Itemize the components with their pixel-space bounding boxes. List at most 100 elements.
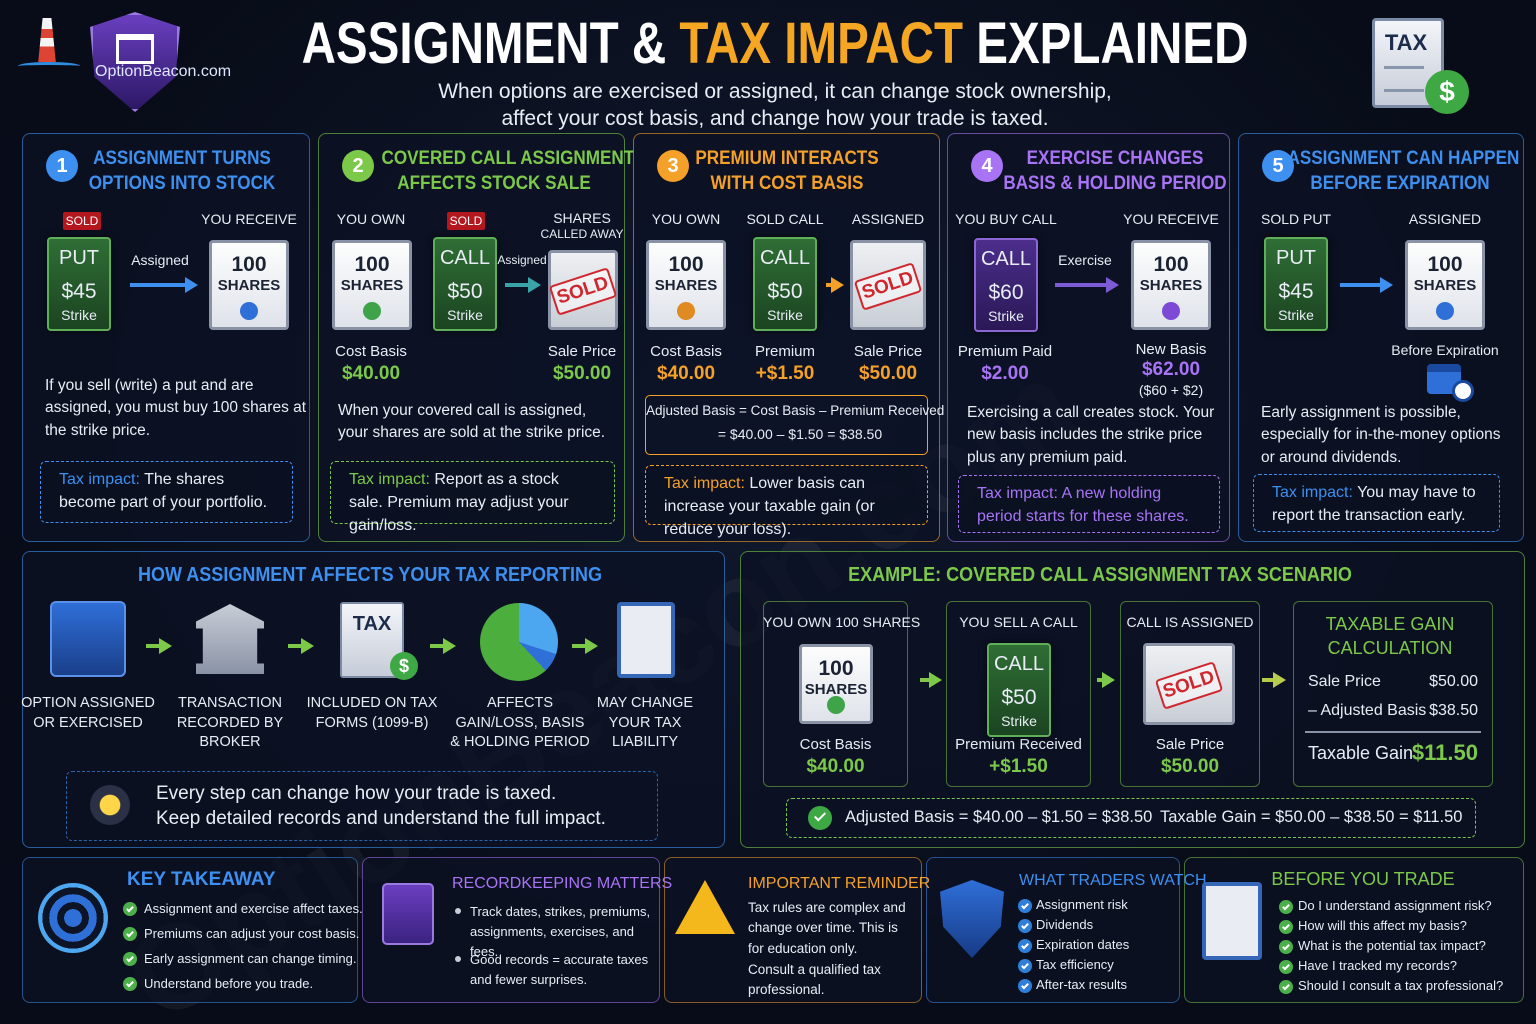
check-icon [1279, 920, 1293, 934]
footer-item: Track dates, strikes, premiums, assignme… [470, 904, 651, 960]
column-label: YOU OWN [651, 211, 721, 227]
tax-impact-label: Tax impact: [59, 471, 140, 488]
arrow-shaft [288, 644, 302, 648]
arrow-head [1380, 277, 1393, 293]
calc-title: TAXABLE GAIN [1325, 614, 1455, 634]
arrow-shaft [1097, 678, 1103, 682]
footer-item: Early assignment can change timing. [144, 951, 357, 966]
value: $50.00 [552, 363, 612, 384]
tax-impact-box: Tax impact: Lower basis can increase you… [645, 465, 928, 538]
card-title: ASSIGNMENT TURNS [93, 148, 271, 169]
arrow-shaft [572, 644, 586, 648]
clock-icon [1452, 380, 1474, 402]
flow-step-label: TRANSACTION RECORDED BY BROKER [176, 695, 284, 751]
arrow-shaft [826, 283, 832, 287]
value: $40.00 [656, 363, 716, 384]
option-label: Strike [61, 307, 97, 323]
footer-item: Good records = accurate taxes and fewer … [470, 952, 649, 988]
option-label: Strike [1278, 307, 1314, 323]
card-title: PREMIUM INTERACTS [695, 148, 879, 169]
calc-total-value: $11.50 [1411, 740, 1478, 765]
formula: = $40.00 – $1.50 = $38.50 [717, 426, 883, 442]
summary-box [786, 798, 1476, 838]
value-caption: Sale Price [547, 343, 617, 360]
tax-impact-label: Tax impact: [349, 471, 430, 488]
logo-bank [116, 34, 154, 64]
tax-impact-box: Tax impact: A new holding period starts … [958, 475, 1220, 533]
footer-item: Premiums can adjust your cost basis. [144, 926, 360, 941]
calc-row-label: Sale Price [1308, 673, 1381, 690]
footer-item: Expiration dates [1036, 937, 1130, 952]
step-icon-broker [196, 604, 264, 674]
title-part: ASSIGNMENT & [301, 11, 667, 76]
footer-title: IMPORTANT REMINDER [748, 875, 931, 892]
card-title: BEFORE EXPIRATION [1310, 173, 1490, 194]
check-icon [1279, 940, 1293, 954]
arrow-head [831, 277, 844, 293]
check-icon [1018, 979, 1032, 993]
card-number: 2 [342, 150, 374, 182]
flow-step-label: MAY CHANGE YOUR TAX LIABILITY [596, 695, 694, 751]
check-icon [123, 927, 137, 941]
option-card [433, 237, 497, 331]
arrow-shaft [505, 283, 529, 287]
card-title: ASSIGNMENT CAN HAPPEN [1287, 148, 1520, 169]
shares-count: 100 [354, 253, 390, 276]
arrow-head [159, 638, 172, 654]
formula-box [645, 395, 928, 455]
lighthouse-waves [18, 62, 80, 70]
arrow-shaft [920, 678, 930, 682]
formula: Adjusted Basis = Cost Basis – Premium Re… [646, 403, 945, 418]
sold-tag: SOLD [63, 212, 101, 231]
value-caption: New Basis [1135, 341, 1207, 358]
summary-text: Adjusted Basis = $40.00 – $1.50 = $38.50 [845, 808, 1153, 826]
shares-count: 100 [1153, 253, 1189, 276]
footer-item: Have I tracked my records? [1298, 958, 1457, 973]
flow-note-box [66, 771, 658, 841]
arrow-head [1273, 672, 1286, 688]
card-body: When your covered call is assigned, your… [338, 402, 606, 442]
footer-item: Understand before you trade. [144, 976, 314, 991]
option-label: Strike [447, 307, 483, 323]
footer-item: Assignment risk [1036, 897, 1128, 912]
value: $40.00 [806, 756, 865, 777]
card-title: AFFECTS STOCK SALE [397, 173, 591, 194]
folder-icon [382, 883, 434, 945]
tax-impact-text: Lower basis can increase your taxable ga… [664, 475, 875, 538]
tax-impact-text: Report as a stock sale. Premium may adju… [349, 471, 569, 534]
clipboard-icon [1202, 882, 1262, 960]
card-title: COVERED CALL ASSIGNMENT [381, 148, 635, 169]
card-panel [947, 133, 1230, 542]
check-icon [123, 952, 137, 966]
calc-title: CALCULATION [1327, 638, 1453, 658]
calc-row-value: $50.00 [1429, 673, 1478, 690]
example-heading: YOU OWN 100 SHARES [763, 614, 921, 630]
column-label: YOU OWN [336, 211, 406, 227]
check-icon [123, 977, 137, 991]
arrow-shaft [1055, 283, 1107, 287]
arrow-head [929, 672, 942, 688]
column-label: ASSIGNED [1408, 211, 1482, 227]
shares-count: 100 [231, 253, 267, 276]
option-strike: $50 [447, 280, 483, 303]
arrow-head [585, 638, 598, 654]
check-icon [123, 902, 137, 916]
option-strike: $60 [988, 281, 1024, 304]
summary-text: Taxable Gain = $50.00 – $38.50 = $11.50 [1160, 808, 1463, 826]
footer-item: After-tax results [1036, 977, 1128, 992]
check-icon [1018, 919, 1032, 933]
card-title: OPTIONS INTO STOCK [88, 173, 276, 194]
column-label: YOU RECEIVE [1123, 211, 1219, 227]
column-label: SOLD CALL [746, 211, 824, 227]
card-body: If you sell (write) a put and are assign… [45, 377, 307, 439]
option-strike: $45 [61, 280, 97, 303]
badge-coin: $ [1425, 70, 1469, 114]
seal [1162, 302, 1180, 320]
arrow-head [443, 638, 456, 654]
option-card [974, 238, 1038, 332]
footer-item: Tax rules are complex and change over ti… [748, 900, 906, 956]
section-title: EXAMPLE: COVERED CALL ASSIGNMENT TAX SCE… [848, 564, 1352, 586]
footer-item: Should I consult a tax professional? [1298, 978, 1504, 993]
arrow-label: Assigned [497, 253, 547, 267]
